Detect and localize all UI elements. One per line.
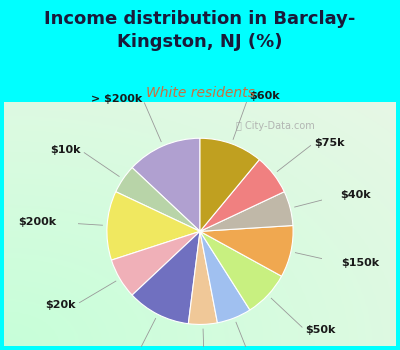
Wedge shape — [200, 138, 259, 231]
Text: $75k: $75k — [314, 138, 344, 148]
Text: ⓘ City-Data.com: ⓘ City-Data.com — [236, 121, 315, 131]
Text: $200k: $200k — [18, 217, 56, 227]
Wedge shape — [116, 168, 200, 231]
Wedge shape — [200, 160, 284, 231]
Wedge shape — [132, 231, 200, 324]
Text: $40k: $40k — [340, 190, 370, 201]
Wedge shape — [200, 225, 293, 276]
Text: $10k: $10k — [50, 145, 81, 155]
Text: $50k: $50k — [305, 325, 336, 335]
Wedge shape — [200, 231, 282, 310]
Wedge shape — [112, 231, 200, 295]
Text: $60k: $60k — [249, 91, 280, 100]
Text: > $200k: > $200k — [92, 94, 143, 104]
Wedge shape — [188, 231, 218, 324]
Text: Income distribution in Barclay-
Kingston, NJ (%): Income distribution in Barclay- Kingston… — [44, 10, 356, 51]
Text: White residents: White residents — [146, 86, 254, 100]
Text: $150k: $150k — [341, 258, 379, 268]
Text: $20k: $20k — [45, 300, 76, 310]
Wedge shape — [107, 192, 200, 260]
Wedge shape — [132, 138, 200, 231]
Wedge shape — [200, 231, 250, 323]
Wedge shape — [200, 192, 293, 231]
